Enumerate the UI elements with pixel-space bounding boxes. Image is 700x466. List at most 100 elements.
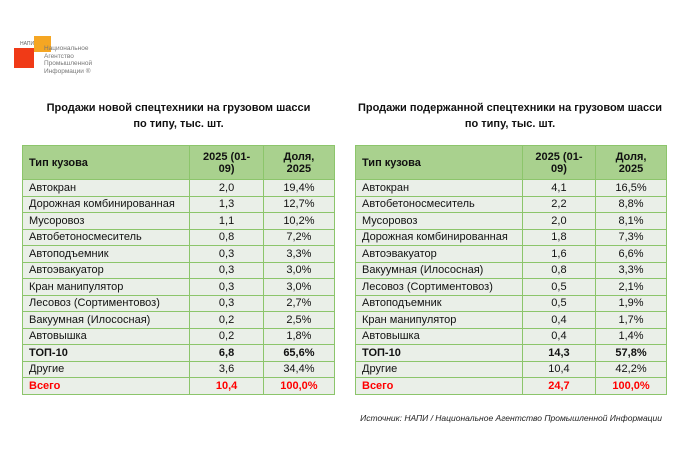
table-cell: 14,3	[521, 344, 597, 362]
table-row: Автоподъемник 0,3 3,3%	[21, 245, 336, 263]
column-header: Доля, 2025	[262, 145, 336, 180]
header-row: Тип кузова 2025 (01-09) Доля, 2025	[355, 145, 667, 180]
table-cell: 4,1	[521, 179, 597, 197]
table-row: Вакуумная (Илососная) 0,2 2,5%	[21, 311, 336, 329]
table-cell: 100,0%	[595, 377, 667, 395]
table-cell: 19,4%	[262, 179, 336, 197]
table-cell: 3,6	[189, 360, 264, 378]
table-cell: 0,8	[189, 228, 264, 246]
table-cell: 65,6%	[262, 344, 336, 362]
table-row: Автобетоносмеситель 0,8 7,2%	[21, 228, 336, 246]
table-cell: Мусоровоз	[21, 212, 191, 230]
table-cell: 1,4%	[595, 327, 667, 345]
table-row: Автовышка 0,4 1,4%	[355, 327, 667, 345]
table-cell: Автокран	[21, 179, 191, 197]
column-header: 2025 (01-09)	[521, 145, 597, 180]
table-row: Дорожная комбинированная 1,8 7,3%	[355, 228, 667, 246]
table-cell: 1,7%	[595, 311, 667, 329]
table-cell: 8,8%	[595, 195, 667, 213]
table-cell: 3,0%	[262, 278, 336, 296]
table-cell: 1,8	[521, 228, 597, 246]
table-cell: 100,0%	[262, 377, 336, 395]
title-line: Продажи новой спецтехники на грузовом ша…	[46, 102, 311, 114]
column-header: Доля, 2025	[595, 145, 667, 180]
table-cell: Автоэвакуатор	[21, 261, 191, 279]
table-cell: Автоподъемник	[355, 294, 523, 312]
table-row: Автобетоносмеситель 2,2 8,8%	[355, 195, 667, 213]
table-cell: 10,4	[521, 360, 597, 378]
column-header: Тип кузова	[355, 145, 523, 180]
table-row: Вакуумная (Илососная) 0,8 3,3%	[355, 261, 667, 279]
table-cell: 0,4	[521, 327, 597, 345]
table-cell: Кран манипулятор	[21, 278, 191, 296]
table-row: Автокран 2,0 19,4%	[21, 179, 336, 197]
table-row: Лесовоз (Сортиментовоз) 0,5 2,1%	[355, 278, 667, 296]
table-row: Кран манипулятор 0,3 3,0%	[21, 278, 336, 296]
table-cell: 6,6%	[595, 245, 667, 263]
header-row: Тип кузова 2025 (01-09) Доля, 2025	[21, 145, 336, 180]
table-cell: 2,0	[521, 212, 597, 230]
table-row: Мусоровоз 1,1 10,2%	[21, 212, 336, 230]
table-cell: Дорожная комбинированная	[21, 195, 191, 213]
table-row: Автокран 4,1 16,5%	[355, 179, 667, 197]
column-header: 2025 (01-09)	[189, 145, 264, 180]
table-cell: Мусоровоз	[355, 212, 523, 230]
table-cell: Автовышка	[355, 327, 523, 345]
table-cell: 3,3%	[595, 261, 667, 279]
table-cell: 2,5%	[262, 311, 336, 329]
table-cell: Вакуумная (Илососная)	[21, 311, 191, 329]
table-row: Автоэвакуатор 0,3 3,0%	[21, 261, 336, 279]
table-cell: Автовышка	[21, 327, 191, 345]
table-row: Автоподъемник 0,5 1,9%	[355, 294, 667, 312]
total-row: Всего 24,7 100,0%	[355, 377, 667, 395]
table-cell: 12,7%	[262, 195, 336, 213]
table-cell: 1,6	[521, 245, 597, 263]
other-row: Другие 3,6 34,4%	[21, 360, 336, 378]
logo-text: Национальное Агентство Промышленной Инфо…	[44, 45, 93, 75]
table-cell: 24,7	[521, 377, 597, 395]
column-header: Тип кузова	[21, 145, 191, 180]
table-cell: ТОП-10	[21, 344, 191, 362]
table-cell: 2,7%	[262, 294, 336, 312]
table-cell: 2,2	[521, 195, 597, 213]
table-cell: 0,3	[189, 294, 264, 312]
table-cell: Другие	[355, 360, 523, 378]
table-cell: 0,3	[189, 278, 264, 296]
logo-red-square	[14, 48, 34, 68]
table-cell: 0,3	[189, 245, 264, 263]
napi-logo: НАПИ Национальное Агентство Промышленной…	[14, 36, 124, 80]
table-cell: 0,3	[189, 261, 264, 279]
top10-row: ТОП-10 14,3 57,8%	[355, 344, 667, 362]
table-cell: 16,5%	[595, 179, 667, 197]
table-cell: Лесовоз (Сортиментовоз)	[355, 278, 523, 296]
table-cell: 3,0%	[262, 261, 336, 279]
table-cell: 10,4	[189, 377, 264, 395]
new-equipment-table: Тип кузова 2025 (01-09) Доля, 2025 Автокран…	[21, 145, 336, 395]
table-cell: 0,8	[521, 261, 597, 279]
logo-orange-square	[34, 36, 51, 52]
table-cell: ТОП-10	[355, 344, 523, 362]
table-cell: Всего	[21, 377, 191, 395]
table-row: Автовышка 0,2 1,8%	[21, 327, 336, 345]
table-cell: 0,5	[521, 294, 597, 312]
table-cell: 1,3	[189, 195, 264, 213]
top10-row: ТОП-10 6,8 65,6%	[21, 344, 336, 362]
used-equipment-table: Тип кузова 2025 (01-09) Доля, 2025 Автокран…	[355, 145, 667, 395]
table-cell: 2,0	[189, 179, 264, 197]
other-row: Другие 10,4 42,2%	[355, 360, 667, 378]
title-line: Продажи подержанной спецтехники на грузо…	[357, 102, 663, 114]
table-cell: 34,4%	[262, 360, 336, 378]
table-cell: 0,5	[521, 278, 597, 296]
table-cell: 57,8%	[595, 344, 667, 362]
table-row: Кран манипулятор 0,4 1,7%	[355, 311, 667, 329]
table-cell: Автобетоносмеситель	[21, 228, 191, 246]
table-row: Мусоровоз 2,0 8,1%	[355, 212, 667, 230]
table-cell: Дорожная комбинированная	[355, 228, 523, 246]
table-cell: 1,8%	[262, 327, 336, 345]
table-cell: 3,3%	[262, 245, 336, 263]
table-cell: Другие	[21, 360, 191, 378]
table-cell: 2,1%	[595, 278, 667, 296]
table-cell: Лесовоз (Сортиментовоз)	[21, 294, 191, 312]
table-row: Дорожная комбинированная 1,3 12,7%	[21, 195, 336, 213]
title-line: по типу, тыс. шт.	[133, 118, 224, 130]
